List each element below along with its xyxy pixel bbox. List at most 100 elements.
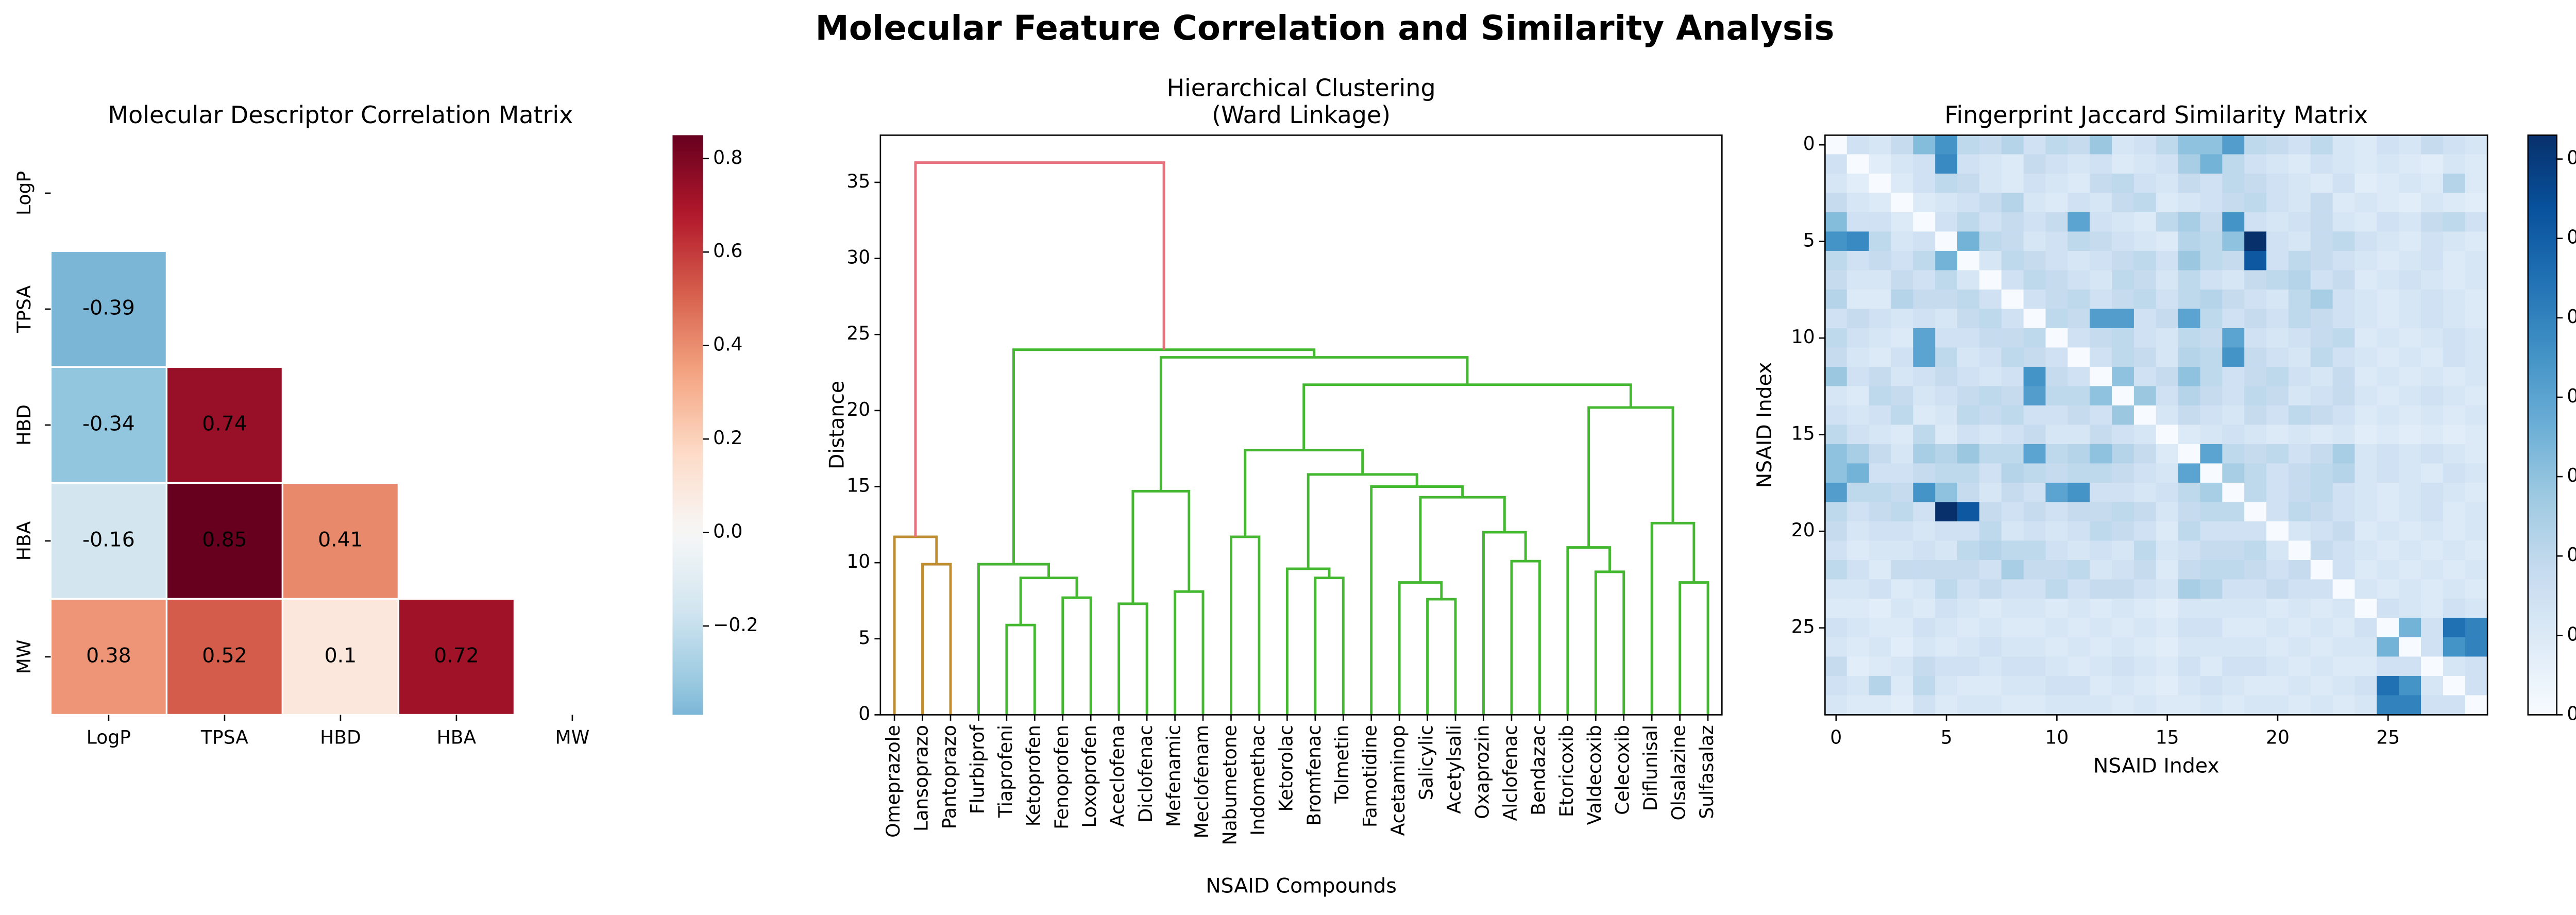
- heatmap-cell: [2465, 193, 2488, 213]
- heatmap-cell: [2178, 521, 2201, 541]
- heatmap-cell: [1979, 328, 2002, 348]
- heatmap-cell: [2200, 598, 2223, 619]
- leaf-label: Celecoxib: [1612, 725, 1634, 815]
- heatmap-cell: [2067, 560, 2091, 580]
- heatmap-cell: [2377, 134, 2400, 155]
- heatmap-cell: [2443, 482, 2466, 503]
- heatmap-cell: [1935, 270, 1958, 290]
- heatmap-cell: [2310, 502, 2333, 522]
- heatmap-cell: [1935, 540, 1958, 561]
- heatmap-cell: [2045, 309, 2069, 329]
- heatmap-cell: [2465, 463, 2488, 483]
- heatmap-cell: [2465, 386, 2488, 406]
- heatmap-cell: [2377, 154, 2400, 174]
- heatmap-cell: [2377, 366, 2400, 387]
- heatmap-cell: [2443, 560, 2466, 580]
- heatmap-cell: [1824, 386, 1848, 406]
- heatmap-cell: [1846, 598, 1870, 619]
- heatmap-cell: [2288, 270, 2311, 290]
- heatmap-cell: [2377, 405, 2400, 426]
- heatmap-cell: [2023, 250, 2046, 271]
- heatmap-cell: [2090, 366, 2113, 387]
- heatmap-cell: [2266, 386, 2289, 406]
- heatmap-cell: [2090, 675, 2113, 696]
- heatmap-cell: [2178, 637, 2201, 657]
- heatmap-cell: [2200, 637, 2223, 657]
- heatmap-cell: [2354, 386, 2378, 406]
- heatmap-cell: [2332, 366, 2355, 387]
- heatmap-cell: [2067, 637, 2091, 657]
- heatmap-cell: [2200, 173, 2223, 194]
- heatmap-cell: [2222, 618, 2245, 638]
- heatmap-cell: [2045, 347, 2069, 367]
- heatmap-cell: [2045, 675, 2069, 696]
- heatmap-cell: [2112, 405, 2134, 426]
- heatmap-cell: [2133, 212, 2157, 232]
- heatmap-cell: [1891, 598, 1914, 619]
- heatmap-cell: [2045, 366, 2069, 387]
- heatmap-cell: [2200, 134, 2223, 155]
- heatmap-cell: [2288, 695, 2311, 715]
- heatmap-cell: [2112, 675, 2134, 696]
- heatmap-cell: [2045, 270, 2069, 290]
- heatmap-cell: [1935, 250, 1958, 271]
- cell-label: 0.74: [202, 412, 247, 435]
- heatmap-cell: [1957, 425, 1980, 445]
- heatmap-cell: [1935, 328, 1958, 348]
- heatmap-cell: [1869, 695, 1892, 715]
- heatmap-cell: [2266, 482, 2289, 503]
- heatmap-cell: [1824, 425, 1848, 445]
- heatmap-cell: [2023, 598, 2046, 619]
- heatmap-cell: [2288, 521, 2311, 541]
- heatmap-cell: [2178, 675, 2201, 696]
- heatmap-cell: [1824, 250, 1848, 271]
- heatmap-cell: [2288, 579, 2311, 599]
- heatmap-cell: [2178, 386, 2201, 406]
- heatmap-cell: [2377, 579, 2400, 599]
- heatmap-cell: [2288, 444, 2311, 464]
- heatmap-cell: [2112, 618, 2134, 638]
- heatmap-cell: [2354, 540, 2378, 561]
- heatmap-cell: [1957, 193, 1980, 213]
- heatmap-cell: [2178, 444, 2201, 464]
- heatmap-cell: [2465, 173, 2488, 194]
- heatmap-cell: [2288, 482, 2311, 503]
- heatmap-cell: [2266, 444, 2289, 464]
- y-tick-label: 15: [846, 475, 870, 497]
- heatmap-cell: [2332, 231, 2355, 251]
- heatmap-cell: [2443, 656, 2466, 676]
- heatmap-cell: [2112, 695, 2134, 715]
- heatmap-cell: [2156, 618, 2179, 638]
- heatmap-cell: [1935, 231, 1958, 251]
- heatmap-cell: [2377, 502, 2400, 522]
- heatmap-cell: [2244, 579, 2267, 599]
- heatmap-cell: [1869, 425, 1892, 445]
- heatmap-cell: [2178, 425, 2201, 445]
- heatmap-cell: [2023, 231, 2046, 251]
- heatmap-cell: [2067, 366, 2091, 387]
- heatmap-cell: [2332, 405, 2355, 426]
- colorbar-tick-label: 0.4: [2567, 385, 2576, 407]
- heatmap-cell: [1869, 579, 1892, 599]
- y-tick-label: HBD: [13, 404, 35, 446]
- heatmap-cell: [2200, 482, 2223, 503]
- heatmap-cell: [2222, 695, 2245, 715]
- heatmap-cell: [1913, 502, 1936, 522]
- heatmap-cell: [2178, 173, 2201, 194]
- heatmap-cell: [2399, 502, 2422, 522]
- dendrogram-link: [914, 161, 1165, 537]
- heatmap-cell: [2310, 463, 2333, 483]
- heatmap-cell: [2244, 386, 2267, 406]
- heatmap-cell: [1957, 598, 1980, 619]
- heatmap-cell: [1869, 154, 1892, 174]
- heatmap-cell: [2090, 502, 2113, 522]
- heatmap-cell: [1846, 231, 1870, 251]
- heatmap-cell: [1846, 444, 1870, 464]
- heatmap-cell: [2090, 579, 2113, 599]
- heatmap-cell: [1913, 193, 1936, 213]
- heatmap-cell: [2443, 347, 2466, 367]
- heatmap-cell: [2443, 502, 2466, 522]
- heatmap-cell: [1869, 366, 1892, 387]
- heatmap-cell: [1935, 154, 1958, 174]
